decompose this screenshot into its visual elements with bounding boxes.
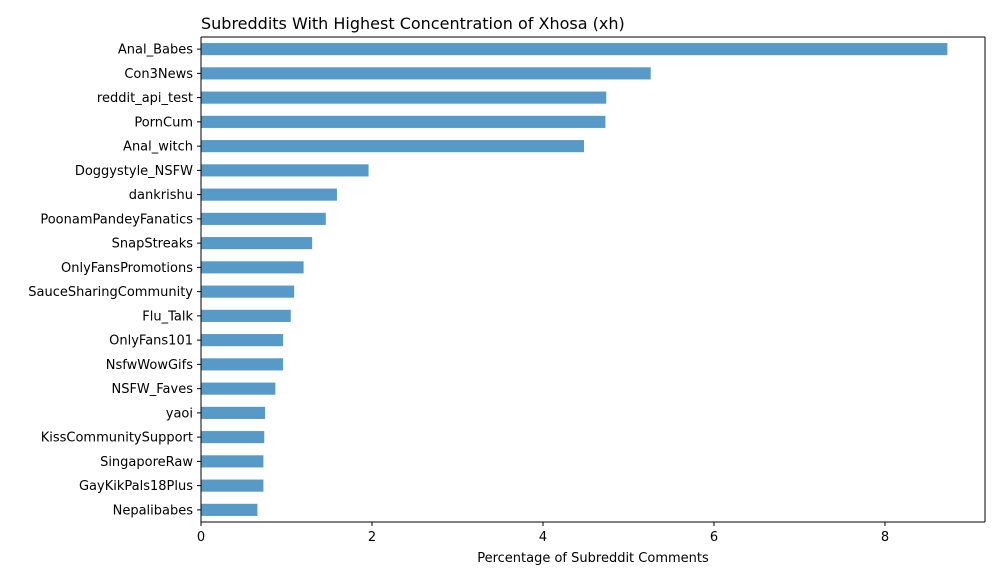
bar-0 xyxy=(201,43,948,56)
y-tick-label: SingaporeRaw xyxy=(100,455,193,470)
bar-9 xyxy=(201,261,304,274)
y-tick-label: reddit_api_test xyxy=(97,91,193,106)
x-tick-label: 2 xyxy=(368,530,376,545)
y-tick-label: Doggystyle_NSFW xyxy=(75,164,193,179)
y-tick-label: Anal_Babes xyxy=(118,43,193,58)
y-tick-label: Nepalibabes xyxy=(113,503,194,518)
bar-4 xyxy=(201,140,585,153)
bar-11 xyxy=(201,309,291,322)
y-tick-label: SnapStreaks xyxy=(112,237,194,252)
x-axis-ticks: 0 2 4 6 8 xyxy=(197,522,889,545)
bar-7 xyxy=(201,212,326,225)
x-tick-label: 8 xyxy=(881,530,889,545)
y-tick-label: OnlyFansPromotions xyxy=(61,261,193,276)
y-tick-label: GayKikPals18Plus xyxy=(79,479,193,494)
bar-14 xyxy=(201,382,276,395)
bar-8 xyxy=(201,237,313,250)
y-tick-label: Flu_Talk xyxy=(142,309,193,324)
bar-12 xyxy=(201,334,284,347)
y-tick-label: KissCommunitySupport xyxy=(41,431,193,446)
bar-1 xyxy=(201,67,651,80)
x-tick-label: 6 xyxy=(710,530,718,545)
y-axis-ticks: Anal_Babes Con3News reddit_api_test PornCum… xyxy=(28,43,201,518)
y-tick-label: yaoi xyxy=(166,406,193,421)
y-tick-label: dankrishu xyxy=(129,188,193,203)
x-axis-label: Percentage of Subreddit Comments xyxy=(477,551,709,566)
bar-2 xyxy=(201,91,607,104)
bar-15 xyxy=(201,406,266,419)
y-tick-label: SauceSharingCommunity xyxy=(28,285,193,300)
y-tick-label: Anal_witch xyxy=(123,140,193,155)
bar-13 xyxy=(201,358,284,371)
y-tick-label: PoonamPandeyFanatics xyxy=(40,212,193,227)
y-tick-label: PornCum xyxy=(134,115,193,130)
x-tick-label: 0 xyxy=(197,530,205,545)
bar-5 xyxy=(201,164,369,177)
bar-10 xyxy=(201,285,295,298)
bar-6 xyxy=(201,188,337,201)
bar-17 xyxy=(201,455,264,468)
y-tick-label: OnlyFans101 xyxy=(109,334,193,349)
bar-3 xyxy=(201,115,606,128)
chart-title: Subreddits With Highest Concentration of… xyxy=(201,14,625,33)
axes-frame xyxy=(200,36,986,523)
bar-19 xyxy=(201,503,258,516)
x-tick-label: 4 xyxy=(539,530,547,545)
bars-group xyxy=(201,43,948,516)
bar-18 xyxy=(201,479,264,492)
bar-16 xyxy=(201,431,265,444)
y-tick-label: Con3News xyxy=(124,67,193,82)
y-tick-label: NSFW_Faves xyxy=(111,382,193,397)
y-tick-label: NsfwWowGifs xyxy=(106,358,193,373)
